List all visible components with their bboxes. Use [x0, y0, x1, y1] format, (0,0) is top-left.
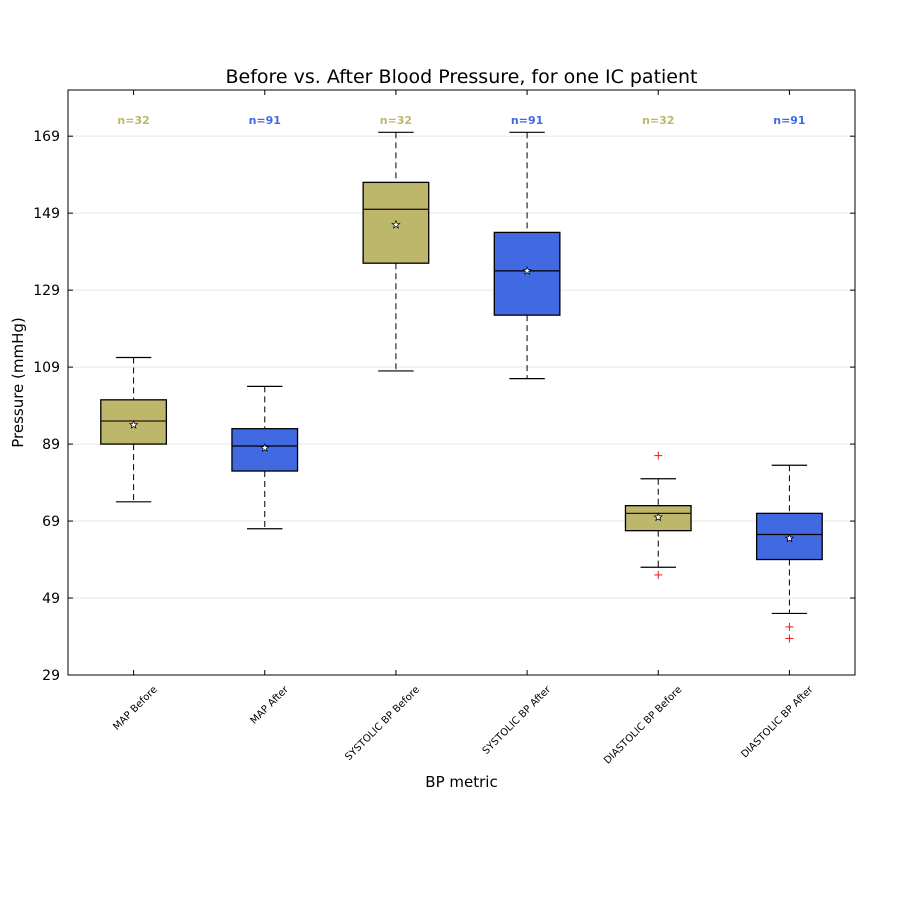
mean-marker [260, 442, 270, 452]
count-labels: n=32 n=91 n=32 n=91 n=32 n=91 [117, 114, 805, 127]
x-tick-label: DIASTOLIC BP Before [602, 684, 684, 766]
boxes [100, 131, 823, 643]
y-tick-label: 109 [33, 360, 60, 376]
x-tick-label: MAP After [249, 684, 292, 727]
mean-marker [128, 419, 139, 429]
outlier-point [654, 570, 663, 579]
grid-lines [68, 135, 855, 599]
y-tick-label: 149 [33, 206, 60, 222]
x-axis-label: BP metric [425, 773, 497, 791]
count-label: n=91 [511, 114, 543, 127]
count-label: n=91 [773, 114, 805, 127]
x-tick-label: SYSTOLIC BP Before [343, 684, 422, 763]
outlier-point [654, 451, 663, 460]
chart-title: Before vs. After Blood Pressure, for one… [225, 66, 697, 88]
plot-frame [67, 89, 856, 676]
count-label: n=32 [642, 114, 674, 127]
count-label: n=32 [380, 114, 412, 127]
x-tick-label: MAP Before [111, 684, 159, 732]
x-tick-label: SYSTOLIC BP After [481, 684, 554, 757]
count-label: n=32 [117, 114, 149, 127]
y-tick-label: 89 [42, 437, 60, 453]
y-tick-label: 49 [42, 591, 60, 607]
y-axis-label: Pressure (mmHg) [9, 317, 27, 448]
y-tick-label: 169 [33, 129, 60, 145]
outlier-point [785, 622, 794, 631]
y-tick-label: 29 [42, 668, 60, 684]
mean-marker [391, 219, 401, 229]
x-tick-label: DIASTOLIC BP After [739, 684, 816, 761]
mean-marker [784, 533, 795, 543]
outlier-point [785, 634, 794, 643]
y-tick-label: 129 [33, 283, 60, 299]
y-axis-ticks: 29 49 69 89 109 129 149 169 [33, 129, 855, 684]
mean-marker [653, 512, 663, 522]
y-tick-label: 69 [42, 514, 60, 530]
box [493, 231, 561, 316]
mean-marker [522, 265, 532, 275]
count-label: n=91 [249, 114, 281, 127]
x-axis-ticks: MAP Before MAP After SYSTOLIC BP Before SYS… [111, 90, 816, 767]
